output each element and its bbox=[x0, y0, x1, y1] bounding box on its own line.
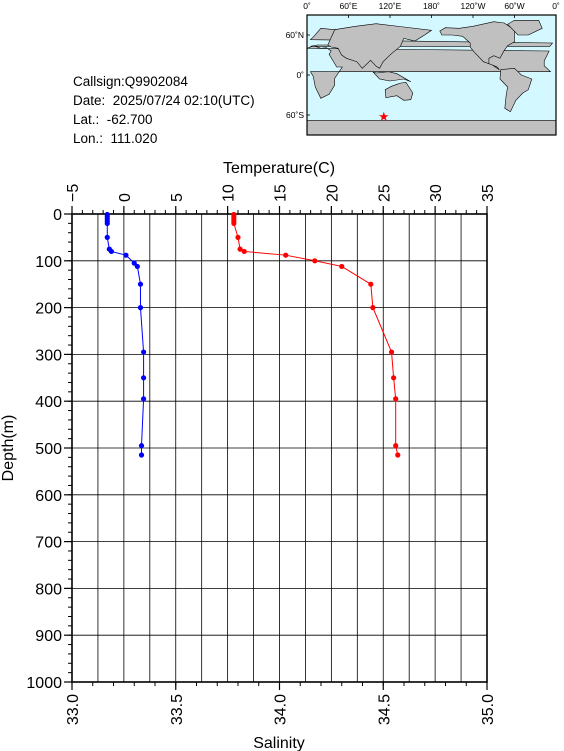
salinity-tick-label: 33.5 bbox=[169, 694, 186, 725]
antarctica-landmass bbox=[306, 120, 557, 136]
temperature-data-point bbox=[140, 375, 147, 381]
depth-tick-label: 700 bbox=[35, 535, 62, 552]
temperature-data-point bbox=[140, 349, 147, 355]
salinity-data-point bbox=[393, 443, 399, 449]
map-latitude-label: 0˚ bbox=[296, 70, 304, 80]
map-latitude-label: 60˚S bbox=[286, 110, 304, 120]
temperature-data-point bbox=[104, 234, 110, 240]
salinity-data-point bbox=[388, 349, 395, 355]
salinity-data-point bbox=[370, 305, 376, 311]
temperature-data-point bbox=[138, 452, 145, 458]
longitude-text: Lon.: 111.020 bbox=[73, 131, 158, 146]
salinity-data-point bbox=[391, 375, 397, 381]
temperature-data-point bbox=[104, 220, 110, 226]
depth-tick-label: 400 bbox=[35, 394, 62, 411]
temperature-data-point bbox=[131, 260, 137, 266]
temperature-data-point bbox=[108, 248, 115, 255]
salinity-data-point bbox=[241, 248, 247, 255]
salinity-data-point bbox=[235, 234, 241, 240]
temperature-data-point bbox=[134, 263, 140, 270]
salinity-data-point bbox=[368, 281, 374, 287]
temperature-tick-label: 35 bbox=[480, 184, 497, 202]
asia-landmass bbox=[327, 23, 433, 69]
temperature-tick-label: 0 bbox=[117, 193, 134, 202]
temperature-data-point bbox=[140, 396, 147, 402]
north-america-landmass bbox=[439, 21, 515, 70]
temperature-data-point bbox=[123, 252, 129, 258]
salinity-data-point bbox=[339, 263, 345, 270]
salinity-profile-line bbox=[233, 214, 399, 456]
salinity-data-point bbox=[231, 220, 237, 226]
salinity-tick-label: 33.0 bbox=[65, 694, 82, 725]
map-longitude-label: 60˚W bbox=[504, 1, 524, 11]
salinity-tick-label: 34.5 bbox=[376, 694, 393, 725]
map-longitude-label: 0˚ bbox=[303, 1, 311, 11]
depth-tick-label: 800 bbox=[35, 581, 62, 598]
map-longitude-label: 0˚ bbox=[552, 1, 560, 11]
salinity-data-point bbox=[395, 452, 401, 458]
temperature-tick-label: −5 bbox=[65, 184, 82, 202]
latitude-text: Lat.: -62.700 bbox=[73, 112, 153, 127]
depth-tick-label: 200 bbox=[35, 301, 62, 318]
salinity-tick-label: 34.0 bbox=[273, 694, 290, 725]
salinity-tick-label: 35.0 bbox=[480, 694, 497, 725]
callsign-text: Callsign:Q9902084 bbox=[73, 74, 188, 89]
temperature-tick-label: 15 bbox=[273, 184, 290, 202]
temperature-tick-label: 5 bbox=[169, 193, 186, 202]
depth-tick-label: 900 bbox=[35, 628, 62, 645]
temperature-data-point bbox=[137, 305, 144, 311]
location-map: 0˚ 60˚E 120˚E 180˚ 120˚W 60˚W 0˚ 60˚N 0˚ 60˚S bbox=[286, 1, 560, 136]
station-marker-icon bbox=[379, 111, 389, 121]
temperature-tick-label: 10 bbox=[221, 184, 238, 202]
southeast-asia-islands bbox=[372, 71, 411, 82]
map-longitude-label: 60˚E bbox=[340, 1, 358, 11]
australia-landmass bbox=[384, 81, 414, 101]
greenland-landmass bbox=[507, 20, 543, 36]
depth-axis-label: Depth(m) bbox=[0, 415, 17, 482]
depth-tick-label: 300 bbox=[35, 347, 62, 364]
salinity-data-point bbox=[393, 396, 399, 402]
salinity-data-point bbox=[312, 258, 318, 264]
map-longitude-label: 180˚ bbox=[423, 1, 440, 11]
temperature-data-point bbox=[137, 281, 144, 287]
depth-tick-label: 500 bbox=[35, 441, 62, 458]
depth-tick-label: 600 bbox=[35, 488, 62, 505]
temperature-tick-label: 25 bbox=[376, 184, 393, 202]
salinity-data-point bbox=[237, 246, 243, 252]
date-text: Date: 2025/07/24 02:10(UTC) bbox=[73, 93, 255, 108]
depth-tick-label: 0 bbox=[53, 207, 62, 224]
temperature-tick-label: 20 bbox=[324, 184, 341, 202]
map-longitude-label: 120˚E bbox=[379, 1, 402, 11]
map-land bbox=[306, 20, 557, 136]
temperature-tick-label: 30 bbox=[428, 184, 445, 202]
south-america-landmass bbox=[499, 67, 533, 113]
map-longitude-label: 120˚W bbox=[460, 1, 485, 11]
plot-frame bbox=[71, 213, 488, 683]
map-latitude-label: 60˚N bbox=[286, 30, 304, 40]
salinity-data-point bbox=[283, 252, 289, 258]
salinity-axis-label: Salinity bbox=[253, 735, 305, 751]
depth-tick-label: 100 bbox=[35, 254, 62, 271]
temperature-data-point bbox=[138, 443, 145, 449]
depth-tick-label: 1000 bbox=[26, 675, 62, 692]
temperature-axis-label: Temperature(C) bbox=[223, 160, 335, 177]
